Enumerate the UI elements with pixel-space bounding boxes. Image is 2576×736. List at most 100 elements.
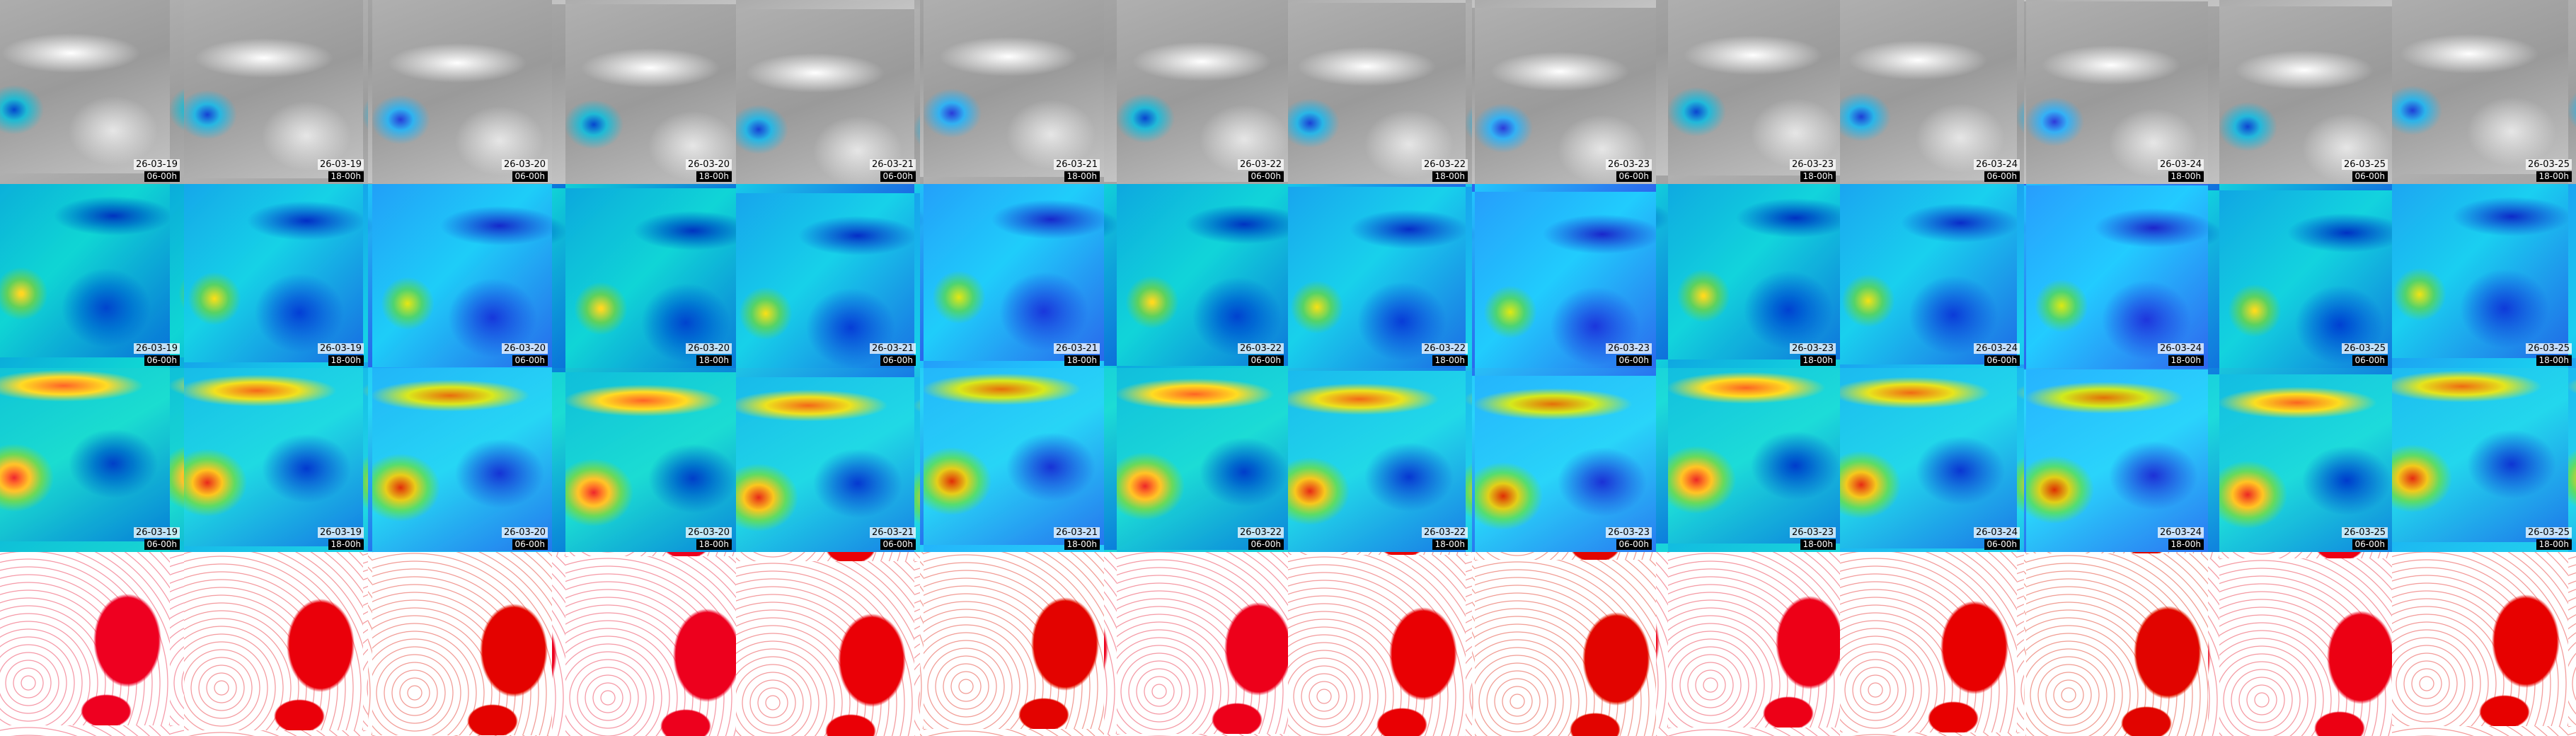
pressure-map: [1104, 552, 1288, 736]
date-label: 26-03-25: [2525, 343, 2572, 354]
time-label: 18-00h: [1064, 171, 1100, 182]
time-label: 18-00h: [1432, 355, 1468, 366]
cloud-map: 26-03-21 06-00h: [736, 0, 920, 184]
cloud-map: 26-03-22 06-00h: [1104, 0, 1288, 184]
date-label: 26-03-24: [2157, 159, 2204, 170]
time-label: 06-00h: [1616, 171, 1652, 182]
time-label: 06-00h: [2352, 171, 2388, 182]
wind-map-low: 26-03-24 06-00h: [1840, 184, 2024, 368]
wind-map-high: 26-03-22 06-00h: [1104, 368, 1288, 552]
date-label: 26-03-22: [1237, 527, 1284, 538]
pressure-map: [2392, 552, 2576, 736]
wind-map-high: 26-03-20 18-00h: [552, 368, 736, 552]
pressure-map: [1472, 552, 1656, 736]
time-label: 18-00h: [1064, 539, 1100, 550]
date-label: 26-03-23: [1605, 527, 1652, 538]
time-label: 06-00h: [144, 355, 180, 366]
wind-map-low: 26-03-25 18-00h: [2392, 184, 2576, 368]
pressure-map: [1656, 552, 1840, 736]
wind-map-high: 26-03-23 06-00h: [1472, 368, 1656, 552]
time-label: 18-00h: [328, 539, 364, 550]
pressure-map: [0, 552, 184, 736]
cloud-map: 26-03-24 18-00h: [2024, 0, 2208, 184]
time-label: 18-00h: [2168, 171, 2204, 182]
time-label: 06-00h: [1984, 539, 2020, 550]
time-label: 06-00h: [880, 355, 916, 366]
time-label: 18-00h: [1800, 539, 1836, 550]
time-label: 06-00h: [1248, 171, 1284, 182]
wind-map-low: 26-03-19 06-00h: [0, 184, 184, 368]
cloud-map: 26-03-20 18-00h: [552, 0, 736, 184]
wind-map-high: 26-03-25 18-00h: [2392, 368, 2576, 552]
date-label: 26-03-24: [1973, 527, 2020, 538]
time-label: 06-00h: [144, 539, 180, 550]
date-label: 26-03-25: [2525, 159, 2572, 170]
wind-map-high: 26-03-19 06-00h: [0, 368, 184, 552]
wind-map-low: 26-03-23 18-00h: [1656, 184, 1840, 368]
time-label: 18-00h: [1064, 355, 1100, 366]
time-label: 18-00h: [1800, 355, 1836, 366]
time-label: 06-00h: [512, 539, 548, 550]
date-label: 26-03-21: [869, 159, 916, 170]
date-label: 26-03-19: [317, 527, 364, 538]
date-label: 26-03-21: [1053, 159, 1100, 170]
time-label: 06-00h: [2352, 539, 2388, 550]
pressure-map: [736, 552, 920, 736]
wind-map-low: 26-03-23 06-00h: [1472, 184, 1656, 368]
cloud-map: 26-03-21 18-00h: [920, 0, 1104, 184]
date-label: 26-03-22: [1421, 527, 1468, 538]
date-label: 26-03-24: [1973, 159, 2020, 170]
cloud-map: 26-03-19 18-00h: [184, 0, 368, 184]
date-label: 26-03-25: [2341, 527, 2388, 538]
wind-map-high: 26-03-23 18-00h: [1656, 368, 1840, 552]
pressure-map: [552, 552, 736, 736]
time-label: 18-00h: [2536, 539, 2572, 550]
time-label: 06-00h: [1984, 171, 2020, 182]
date-label: 26-03-20: [501, 527, 548, 538]
date-label: 26-03-24: [2157, 527, 2204, 538]
date-label: 26-03-21: [1053, 527, 1100, 538]
date-label: 26-03-21: [869, 343, 916, 354]
wind-map-high: 26-03-24 18-00h: [2024, 368, 2208, 552]
wind-map-low: 26-03-21 06-00h: [736, 184, 920, 368]
wind-map-high: 26-03-20 06-00h: [368, 368, 552, 552]
pressure-map: [920, 552, 1104, 736]
cloud-map: 26-03-25 18-00h: [2392, 0, 2576, 184]
time-label: 18-00h: [328, 355, 364, 366]
time-label: 18-00h: [328, 171, 364, 182]
time-label: 06-00h: [512, 355, 548, 366]
time-label: 18-00h: [2536, 171, 2572, 182]
cloud-map: 26-03-22 18-00h: [1288, 0, 1472, 184]
cloud-map: 26-03-23 06-00h: [1472, 0, 1656, 184]
wind-map-high: 26-03-21 18-00h: [920, 368, 1104, 552]
date-label: 26-03-24: [1973, 343, 2020, 354]
date-label: 26-03-23: [1789, 527, 1836, 538]
date-label: 26-03-23: [1605, 343, 1652, 354]
date-label: 26-03-20: [685, 527, 732, 538]
cloud-map: 26-03-19 06-00h: [0, 0, 184, 184]
date-label: 26-03-19: [133, 159, 180, 170]
date-label: 26-03-23: [1789, 343, 1836, 354]
date-label: 26-03-20: [501, 159, 548, 170]
wind-map-low: 26-03-25 06-00h: [2208, 184, 2392, 368]
wind-map-high: 26-03-25 06-00h: [2208, 368, 2392, 552]
time-label: 06-00h: [1616, 539, 1652, 550]
date-label: 26-03-21: [1053, 343, 1100, 354]
date-label: 26-03-19: [133, 343, 180, 354]
time-label: 18-00h: [696, 171, 732, 182]
date-label: 26-03-25: [2341, 343, 2388, 354]
date-label: 26-03-19: [317, 159, 364, 170]
wind-map-low: 26-03-22 18-00h: [1288, 184, 1472, 368]
date-label: 26-03-24: [2157, 343, 2204, 354]
date-label: 26-03-25: [2525, 527, 2572, 538]
cloud-map: 26-03-25 06-00h: [2208, 0, 2392, 184]
time-label: 18-00h: [696, 539, 732, 550]
pressure-map: [1288, 552, 1472, 736]
time-label: 18-00h: [2168, 355, 2204, 366]
time-label: 18-00h: [1432, 171, 1468, 182]
wind-map-high: 26-03-22 18-00h: [1288, 368, 1472, 552]
cloud-map: 26-03-24 06-00h: [1840, 0, 2024, 184]
time-label: 06-00h: [880, 539, 916, 550]
